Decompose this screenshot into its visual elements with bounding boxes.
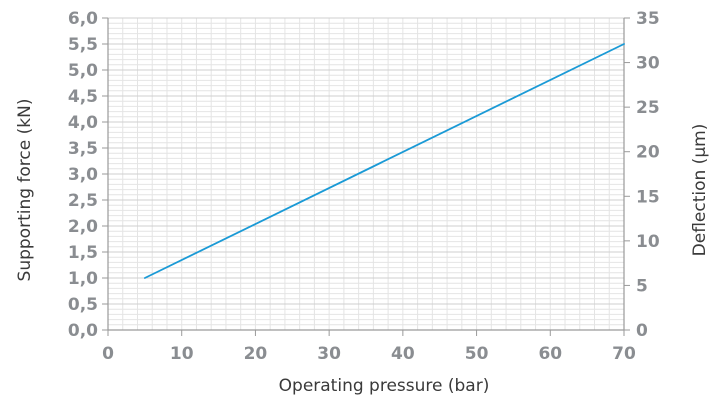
x-tick-label: 70 [612,344,636,364]
x-tick-label: 20 [244,344,268,364]
y-tick-label: 2,5 [68,191,98,211]
x-tick-label: 50 [465,344,489,364]
y-tick-label: 4,0 [68,113,98,133]
tick-labels: 0,0 0,5 1,0 1,5 2,0 2,5 3,0 3,5 4,0 4,5 5,0 5,5 6,0 0… [68,9,660,364]
grid [107,17,625,331]
y-tick-label: 1,5 [68,243,98,263]
x-axis-title: Operating pressure (bar) [279,376,490,396]
y-tick-label: 0,0 [68,321,98,341]
y-tick-label: 3,5 [68,139,98,159]
y-tick-label: 4,5 [68,87,98,107]
y-tick-label: 0,5 [68,295,98,315]
y2-tick-label: 15 [636,187,660,207]
y2-tick-label: 35 [636,9,660,29]
series-line [143,43,625,279]
x-tick-label: 0 [102,344,114,364]
series [143,43,625,279]
axes [102,17,630,336]
y-tick-label: 2,0 [68,217,98,237]
x-tick-label: 40 [391,344,415,364]
x-tick-label: 10 [170,344,194,364]
y-tick-label: 5,0 [68,61,98,81]
x-tick-label: 30 [317,344,341,364]
y-tick-label: 1,0 [68,269,98,289]
y2-tick-label: 0 [636,321,648,341]
x-tick-label: 60 [538,344,562,364]
y2-tick-label: 10 [636,232,660,252]
y2-tick-label: 30 [636,54,660,74]
y2-tick-label: 25 [636,98,660,118]
y2-tick-label: 20 [636,143,660,163]
y-tick-label: 3,0 [68,165,98,185]
y-tick-label: 5,5 [68,35,98,55]
y-axis-title: Supporting force (kN) [15,99,35,282]
y2-tick-label: 5 [636,276,648,296]
y2-axis-title: Deflection (µm) [690,124,710,257]
y-tick-label: 6,0 [68,9,98,29]
